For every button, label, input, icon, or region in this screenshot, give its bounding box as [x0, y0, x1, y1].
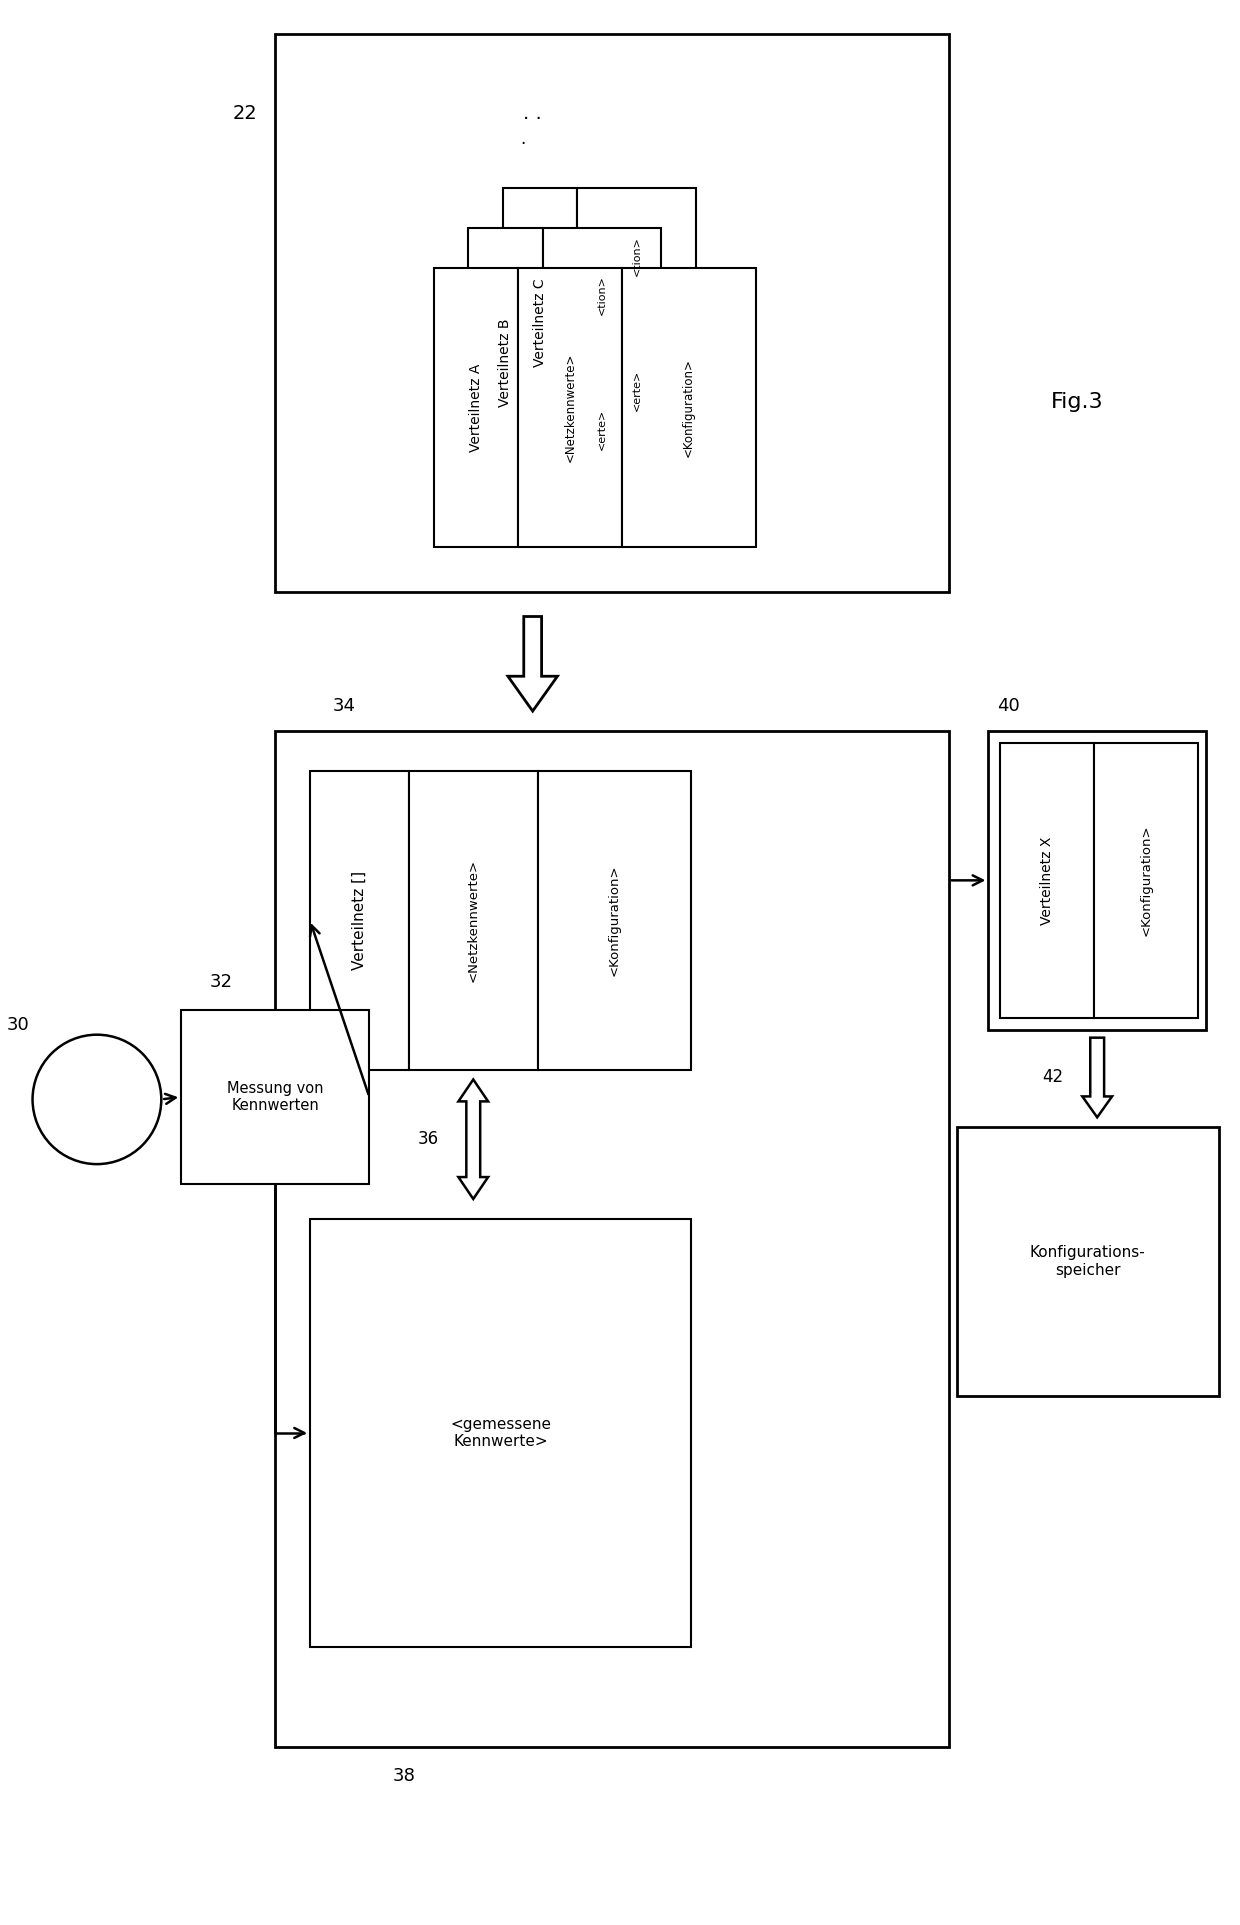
Bar: [503, 189, 578, 458]
Text: 22: 22: [233, 104, 258, 123]
Text: 30: 30: [6, 1016, 29, 1034]
Text: 40: 40: [997, 697, 1019, 714]
Bar: [1094, 743, 1198, 1018]
Text: 32: 32: [210, 972, 232, 991]
Polygon shape: [459, 1080, 489, 1199]
Bar: [538, 770, 691, 1070]
Bar: [310, 1219, 691, 1648]
Bar: [988, 732, 1207, 1030]
Text: 36: 36: [418, 1130, 439, 1147]
Bar: [621, 268, 755, 547]
Bar: [543, 362, 661, 497]
Text: <tion>: <tion>: [631, 235, 641, 275]
Text: <erte>: <erte>: [596, 410, 608, 450]
Text: Fig.3: Fig.3: [1052, 393, 1104, 412]
Text: Konfigurations-
speicher: Konfigurations- speicher: [1030, 1245, 1146, 1278]
Text: <gemessene
Kennwerte>: <gemessene Kennwerte>: [450, 1417, 551, 1450]
Bar: [518, 268, 621, 547]
Text: <Konfiguration>: <Konfiguration>: [608, 864, 621, 976]
Text: <Konfiguration>: <Konfiguration>: [682, 358, 696, 456]
Polygon shape: [508, 616, 558, 710]
Text: Messung von
Kennwerten: Messung von Kennwerten: [227, 1080, 324, 1113]
Bar: [275, 732, 949, 1746]
Text: Verteilnetz B: Verteilnetz B: [498, 318, 512, 406]
Text: <Netzkennwerte>: <Netzkennwerte>: [466, 859, 480, 982]
Bar: [578, 189, 696, 323]
Text: Verteilnetz X: Verteilnetz X: [1040, 835, 1054, 924]
Text: .: .: [520, 129, 526, 148]
Text: . .: . .: [523, 104, 542, 123]
Bar: [543, 229, 661, 362]
Polygon shape: [1083, 1038, 1112, 1116]
Bar: [434, 268, 518, 547]
Bar: [1001, 743, 1094, 1018]
Text: 42: 42: [1042, 1068, 1063, 1086]
Circle shape: [32, 1034, 161, 1165]
Text: <Netzkennwerte>: <Netzkennwerte>: [563, 352, 577, 462]
Text: 38: 38: [393, 1767, 415, 1786]
Bar: [409, 770, 538, 1070]
Text: <tion>: <tion>: [596, 275, 608, 316]
Text: 34: 34: [334, 697, 356, 714]
Text: <Konfiguration>: <Konfiguration>: [1140, 824, 1153, 936]
Bar: [469, 229, 543, 497]
Bar: [956, 1128, 1219, 1396]
Bar: [275, 35, 949, 591]
Text: Verteilnetz A: Verteilnetz A: [469, 364, 482, 452]
Text: Verteilnetz C: Verteilnetz C: [533, 279, 547, 368]
Text: <erte>: <erte>: [631, 370, 641, 410]
Bar: [310, 770, 409, 1070]
Bar: [578, 323, 696, 458]
Text: Verteilnetz []: Verteilnetz []: [352, 870, 367, 970]
Bar: [181, 1011, 370, 1184]
